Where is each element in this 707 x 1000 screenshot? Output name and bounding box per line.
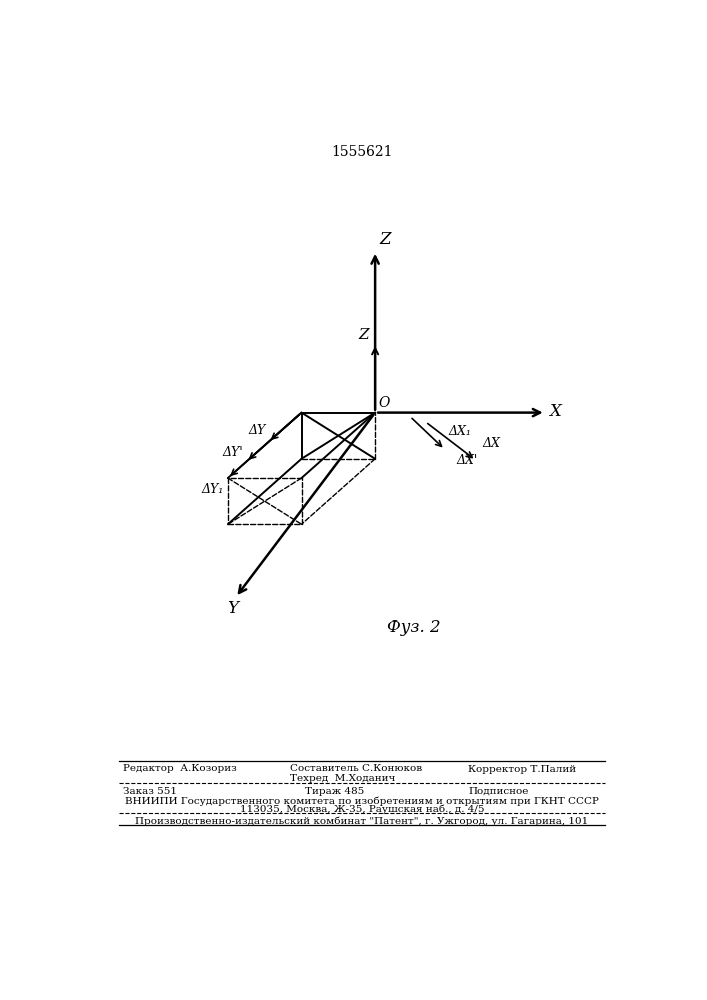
Text: O: O bbox=[378, 396, 390, 410]
Text: X: X bbox=[549, 403, 561, 420]
Text: ΔX: ΔX bbox=[482, 437, 500, 450]
Text: ΔY: ΔY bbox=[248, 424, 265, 437]
Text: Тираж 485: Тираж 485 bbox=[305, 787, 365, 796]
Text: Подписное: Подписное bbox=[468, 787, 529, 796]
Text: Z: Z bbox=[379, 231, 390, 248]
Text: ΔY₁: ΔY₁ bbox=[201, 483, 223, 496]
Text: 1555621: 1555621 bbox=[331, 145, 392, 159]
Text: Производственно-издательский комбинат "Патент", г. Ужгород, ул. Гагарина, 101: Производственно-издательский комбинат "П… bbox=[135, 816, 588, 826]
Text: Редактор  А.Козориз: Редактор А.Козориз bbox=[123, 764, 237, 773]
Text: Корректор Т.Палий: Корректор Т.Палий bbox=[468, 765, 576, 774]
Text: ΔX': ΔX' bbox=[457, 454, 478, 467]
Text: Фуз. 2: Фуз. 2 bbox=[387, 619, 440, 636]
Text: ΔX₁: ΔX₁ bbox=[449, 425, 472, 438]
Text: ΔY': ΔY' bbox=[223, 446, 243, 459]
Text: Z: Z bbox=[358, 328, 369, 342]
Text: Техред  М.Ходанич: Техред М.Ходанич bbox=[290, 774, 395, 783]
Text: 113035, Москва, Ж-35, Раушская наб., д. 4/5: 113035, Москва, Ж-35, Раушская наб., д. … bbox=[240, 805, 484, 814]
Text: Составитель С.Конюков: Составитель С.Конюков bbox=[290, 764, 422, 773]
Text: Заказ 551: Заказ 551 bbox=[123, 787, 177, 796]
Text: Y: Y bbox=[227, 600, 238, 617]
Text: ВНИИПИ Государственного комитета по изобретениям и открытиям при ГКНТ СССР: ВНИИПИ Государственного комитета по изоб… bbox=[125, 796, 599, 806]
